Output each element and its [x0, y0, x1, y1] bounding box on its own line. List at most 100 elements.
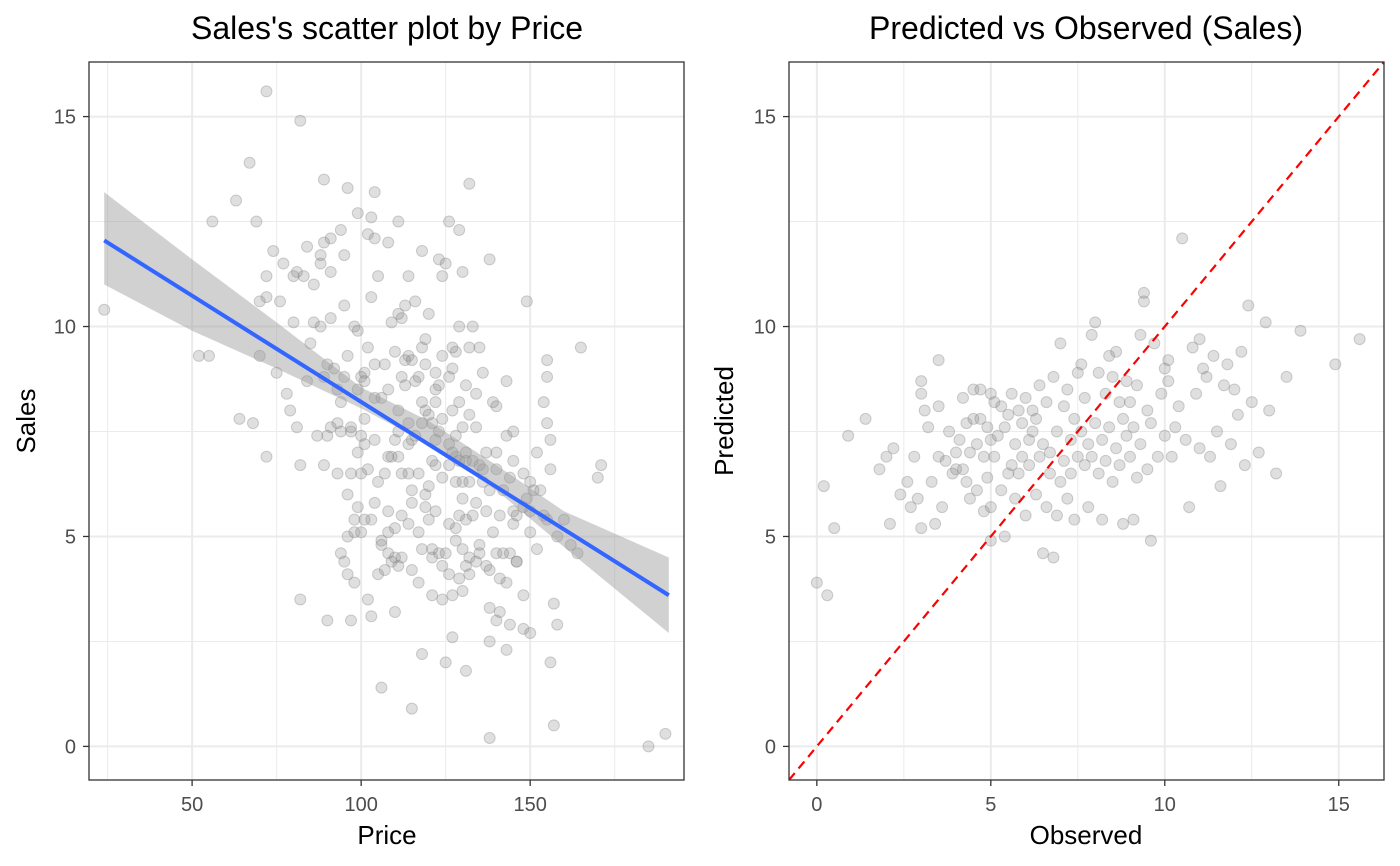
data-point — [1155, 387, 1168, 400]
data-point — [483, 732, 496, 745]
y-axis-title: Predicted — [709, 366, 739, 476]
regression-fit-line — [103, 238, 670, 597]
data-point — [405, 354, 418, 367]
data-point — [507, 517, 520, 530]
data-point — [1106, 370, 1119, 383]
data-point — [493, 509, 506, 522]
data-point — [463, 177, 476, 190]
data-point — [817, 480, 830, 493]
data-point — [361, 593, 374, 606]
data-point — [270, 366, 283, 379]
data-point — [372, 475, 385, 488]
data-point — [1078, 459, 1091, 472]
data-point — [544, 463, 557, 476]
data-point — [1120, 429, 1133, 442]
data-point — [524, 627, 537, 640]
data-point — [503, 471, 516, 484]
data-point — [392, 559, 405, 572]
data-point — [419, 501, 432, 514]
data-point — [490, 400, 503, 413]
data-point — [456, 492, 469, 505]
data-point — [443, 438, 456, 451]
data-point — [984, 501, 997, 514]
data-point — [480, 505, 493, 518]
data-point — [341, 568, 354, 581]
data-point — [507, 425, 520, 438]
data-point — [1047, 370, 1060, 383]
data-point — [918, 404, 931, 417]
data-point — [1130, 379, 1143, 392]
data-point — [1179, 433, 1192, 446]
data-point — [402, 270, 415, 283]
data-point — [314, 320, 327, 333]
data-point — [1130, 471, 1143, 484]
data-point — [456, 543, 469, 556]
data-point — [422, 408, 435, 421]
data-point — [375, 391, 388, 404]
data-point — [1221, 358, 1234, 371]
data-point — [463, 568, 476, 581]
data-point — [1071, 366, 1084, 379]
data-point — [936, 501, 949, 514]
data-point — [564, 538, 577, 551]
data-point — [395, 551, 408, 564]
data-point — [419, 358, 432, 371]
data-point — [321, 358, 334, 371]
data-point — [991, 429, 1004, 442]
data-point — [967, 383, 980, 396]
data-point — [547, 719, 560, 732]
data-point — [459, 446, 472, 459]
data-point — [206, 215, 219, 228]
data-point — [1110, 442, 1123, 455]
data-point — [260, 450, 273, 463]
data-point — [480, 446, 493, 459]
data-point — [338, 370, 351, 383]
data-point — [470, 387, 483, 400]
data-point — [473, 538, 486, 551]
data-point — [243, 156, 256, 169]
data-point — [963, 446, 976, 459]
data-point — [399, 299, 412, 312]
data-point — [1078, 391, 1091, 404]
data-point — [290, 421, 303, 434]
data-point — [859, 412, 872, 425]
data-point — [432, 547, 445, 560]
data-point — [1259, 316, 1272, 329]
data-point — [1169, 421, 1182, 434]
data-point — [995, 400, 1008, 413]
y-tick-label: 10 — [54, 317, 76, 339]
data-point — [977, 505, 990, 518]
data-point — [324, 232, 337, 245]
plot-area — [789, 62, 1384, 780]
data-point — [1054, 475, 1067, 488]
data-point — [1252, 446, 1265, 459]
data-point — [446, 589, 459, 602]
data-point — [1137, 286, 1150, 299]
data-point — [544, 433, 557, 446]
data-point — [439, 547, 452, 560]
data-point — [429, 396, 442, 409]
data-point — [368, 232, 381, 245]
data-point — [1214, 480, 1227, 493]
data-point — [1134, 438, 1147, 451]
data-point — [395, 370, 408, 383]
data-point — [1134, 328, 1147, 341]
data-point — [1068, 513, 1081, 526]
data-point — [436, 559, 449, 572]
data-point — [395, 467, 408, 480]
data-point — [463, 551, 476, 564]
data-point — [842, 429, 855, 442]
data-point — [331, 467, 344, 480]
data-point — [591, 471, 604, 484]
data-point — [557, 513, 570, 526]
data-point — [388, 551, 401, 564]
data-point — [392, 404, 405, 417]
data-point — [436, 471, 449, 484]
data-point — [1033, 450, 1046, 463]
data-point — [1071, 450, 1084, 463]
data-point — [821, 589, 834, 602]
data-point — [574, 341, 587, 354]
data-point — [507, 454, 520, 467]
data-point — [449, 522, 462, 535]
